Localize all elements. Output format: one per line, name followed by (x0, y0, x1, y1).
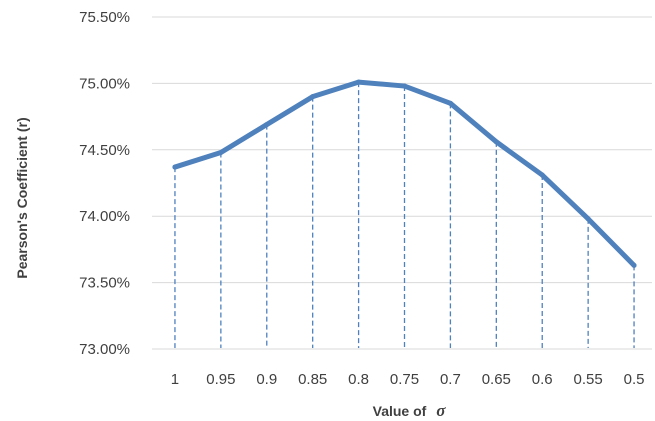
x-axis-title: Value of σ (373, 401, 447, 420)
data-point (356, 79, 362, 85)
data-point (493, 139, 499, 145)
y-tick-label: 75.00% (79, 75, 130, 92)
y-axis-tick-labels: 73.00% 73.50% 74.00% 74.50% 75.00% 75.50% (79, 9, 130, 358)
x-tick-label: 1 (171, 371, 179, 388)
x-tick-label: 0.95 (206, 371, 235, 388)
y-tick-label: 73.00% (79, 341, 130, 358)
x-tick-label: 0.65 (482, 371, 511, 388)
gridlines (152, 16, 652, 350)
x-axis-title-text: Value of (373, 403, 427, 419)
x-tick-label: 0.9 (256, 371, 277, 388)
data-point (585, 216, 591, 222)
y-tick-label: 75.50% (79, 9, 130, 26)
data-point (539, 172, 545, 178)
x-tick-label: 0.55 (574, 371, 603, 388)
x-tick-label: 0.7 (440, 371, 461, 388)
x-tick-label: 0.5 (624, 371, 645, 388)
data-point (402, 83, 407, 89)
x-axis-title-symbol: σ (436, 401, 446, 420)
data-point (631, 262, 637, 268)
y-tick-label: 74.00% (79, 208, 130, 225)
series-line (172, 79, 637, 268)
data-point (172, 164, 178, 170)
x-tick-label: 0.6 (532, 371, 553, 388)
data-point (310, 94, 316, 100)
series-lines (172, 79, 637, 268)
x-tick-label: 0.85 (298, 371, 327, 388)
data-point (218, 149, 224, 155)
y-tick-label: 74.50% (79, 142, 130, 159)
data-points (172, 79, 637, 268)
x-tick-label: 0.75 (390, 371, 419, 388)
x-tick-label: 0.8 (348, 371, 369, 388)
data-point (447, 100, 453, 106)
y-tick-label: 73.50% (79, 275, 130, 292)
data-point (264, 122, 270, 128)
y-axis-title: Pearson's Coefficient (r) (14, 117, 30, 278)
x-axis-tick-labels: 1 0.95 0.9 0.85 0.8 0.75 0.7 0.65 0.6 0.55 0.5 (171, 371, 645, 388)
drop-lines (174, 82, 635, 348)
